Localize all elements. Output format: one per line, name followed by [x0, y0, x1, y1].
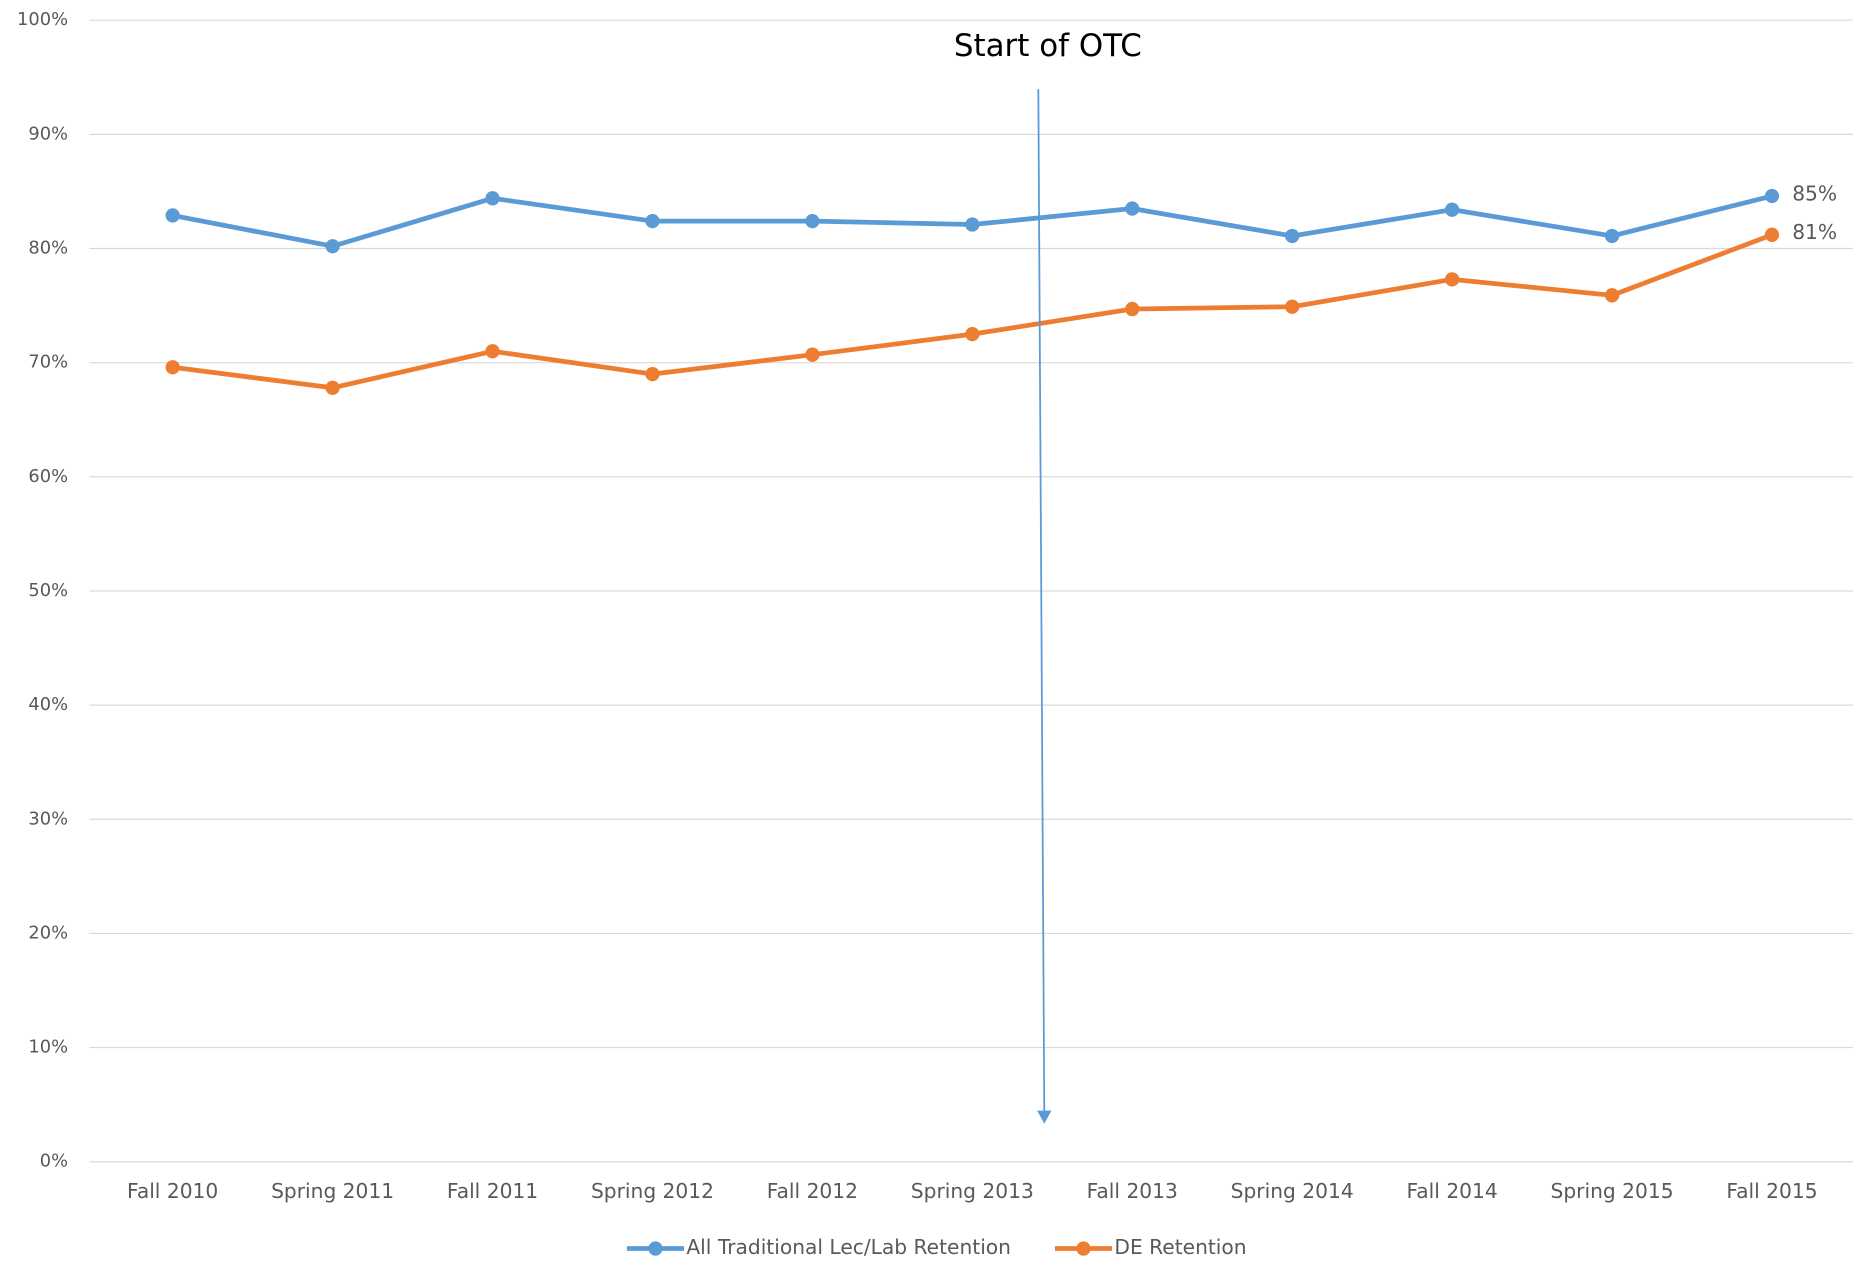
x-tick-label: Fall 2013 — [1087, 1179, 1178, 1203]
y-tick-label: 0% — [40, 1151, 68, 1172]
point — [1285, 228, 1300, 244]
y-tick-label: 90% — [28, 123, 68, 144]
x-tick-label: Fall 2010 — [127, 1179, 218, 1203]
x-tick-label: Spring 2015 — [1551, 1179, 1674, 1203]
x-tick-label: Fall 2014 — [1407, 1179, 1498, 1203]
x-tick-label: Fall 2011 — [447, 1179, 538, 1203]
x-tick-label: Fall 2012 — [767, 1179, 858, 1203]
point — [1285, 299, 1300, 314]
x-tick-label: Spring 2012 — [591, 1179, 714, 1203]
series-line — [172, 232, 1773, 391]
point — [965, 217, 980, 232]
data-label: 85% — [1792, 181, 1837, 205]
x-tick-label: Spring 2014 — [1231, 1179, 1354, 1203]
annotation-arrow — [1037, 89, 1046, 1112]
arrow-head — [1037, 1110, 1052, 1124]
legend-marker — [1076, 1241, 1091, 1256]
plot: 0% 10% 20% 30% 40% 50% 60% 70% 80% 90% 100% Fall 20… — [17, 9, 1853, 1259]
point — [805, 213, 820, 229]
point — [645, 213, 660, 229]
point — [1604, 228, 1620, 244]
y-tick-label: 50% — [28, 580, 68, 601]
point — [965, 326, 980, 342]
point — [325, 239, 340, 254]
point — [645, 366, 660, 382]
legend-label: All Traditional Lec/Lab Retention — [686, 1235, 1011, 1259]
y-tick-label: 30% — [28, 808, 68, 829]
y-tick-label: 70% — [28, 352, 68, 373]
point — [1125, 201, 1140, 216]
y-tick-label: 40% — [28, 694, 68, 715]
x-tick-label: Spring 2011 — [271, 1179, 394, 1203]
x-tick-label: Spring 2013 — [911, 1179, 1034, 1203]
legend-marker — [648, 1241, 663, 1256]
point — [325, 380, 340, 395]
point — [1125, 301, 1140, 317]
legend-label: DE Retention — [1114, 1235, 1246, 1259]
y-tick-label: 60% — [28, 466, 68, 487]
point — [805, 347, 820, 362]
data-label: 81% — [1792, 220, 1837, 244]
point — [165, 208, 180, 223]
y-tick-label: 20% — [28, 922, 68, 943]
point — [1444, 272, 1460, 287]
x-tick-label: Fall 2015 — [1726, 1179, 1817, 1203]
point — [485, 191, 500, 206]
point — [165, 360, 180, 375]
point — [1444, 202, 1460, 217]
y-tick-label: 100% — [17, 9, 68, 30]
annotation: Start of OTC — [954, 28, 1142, 64]
y-tick-label: 10% — [28, 1037, 68, 1058]
point — [1764, 227, 1780, 242]
point — [1604, 288, 1620, 303]
y-tick-label: 80% — [28, 238, 68, 259]
point — [485, 344, 500, 359]
point — [1764, 188, 1780, 204]
